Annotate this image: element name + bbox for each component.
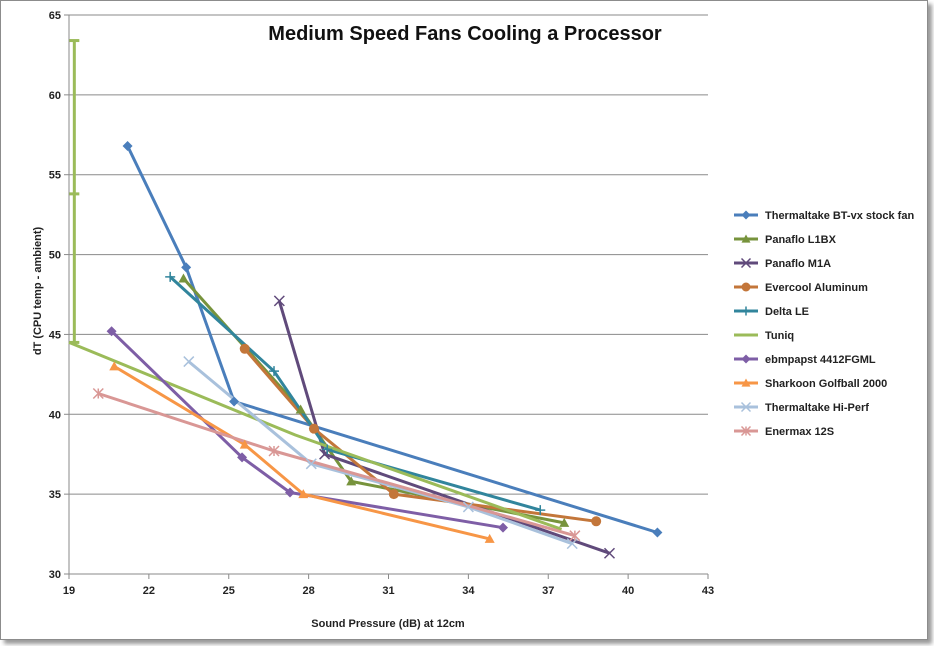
error-bar [69, 39, 80, 344]
data-point-x [183, 356, 195, 368]
data-point-triangle [109, 361, 120, 371]
series-line [187, 360, 573, 546]
legend-item: Thermaltake BT-vx stock fan [734, 210, 914, 222]
x-tick-label: 43 [702, 585, 714, 597]
legend-item: Evercool Aluminum [734, 282, 868, 294]
x-tick-label: 37 [542, 585, 554, 597]
data-point-x [462, 501, 474, 513]
data-point-plus [535, 505, 546, 516]
y-tick-label: 30 [49, 569, 61, 581]
series-line [68, 341, 563, 531]
y-axis-label: dT (CPU temp - ambient) [32, 227, 44, 356]
data-point-triangle [178, 273, 189, 283]
data-point-diamond [106, 326, 117, 337]
data-point-x [603, 547, 616, 559]
legend-label: Thermaltake Hi-Perf [765, 402, 869, 414]
legend-item: Tuniq [734, 330, 794, 342]
series-markers [92, 140, 663, 559]
data-point-diamond [122, 140, 133, 151]
line-chart: 19 22 25 28 31 34 37 40 43 30 35 40 45 50 55 60 65 Medi… [32, 10, 914, 630]
data-point-triangle [239, 439, 250, 449]
legend-label: Thermaltake BT-vx stock fan [765, 210, 914, 222]
legend-item: ebmpapst 4412FGML [734, 354, 876, 366]
data-point-triangle [346, 476, 357, 486]
y-tick-label: 35 [49, 489, 61, 501]
data-point-circle [239, 343, 250, 354]
legend-label: Sharkoon Golfball 2000 [765, 378, 887, 390]
data-point-diamond [741, 354, 751, 364]
legend-item: Enermax 12S [734, 425, 834, 438]
data-point-circle [388, 489, 399, 500]
y-tick-label: 40 [49, 409, 61, 421]
x-tick-label: 25 [223, 585, 235, 597]
data-point-triangle [484, 533, 495, 543]
legend-label: Panaflo L1BX [765, 234, 837, 246]
x-tick-label: 34 [462, 585, 475, 597]
data-point-triangle [559, 517, 570, 527]
chart-title: Medium Speed Fans Cooling a Processor [268, 23, 662, 45]
legend-label: Evercool Aluminum [765, 282, 868, 294]
series-line [110, 330, 504, 530]
series-line [243, 347, 597, 523]
data-point-star [268, 445, 280, 457]
data-point-diamond [229, 396, 240, 407]
data-point-plus [322, 444, 333, 455]
data-point-triangle [298, 489, 309, 499]
x-axis-label: Sound Pressure (dB) at 12cm [311, 618, 465, 630]
data-point-x [740, 401, 752, 413]
data-point-star [92, 387, 104, 400]
data-point-x [740, 257, 752, 269]
data-point-circle [741, 282, 751, 292]
data-point-diamond [284, 487, 295, 498]
legend-item: Delta LE [734, 306, 809, 318]
y-tick-label: 45 [49, 329, 61, 341]
data-point-plus [269, 366, 280, 377]
data-point-star [569, 530, 581, 542]
data-point-diamond [237, 452, 248, 463]
y-tick-label: 65 [49, 10, 61, 22]
data-point-plus [165, 271, 176, 282]
data-point-diamond [181, 262, 192, 273]
data-point-diamond [741, 210, 751, 220]
y-tick-label: 55 [49, 170, 61, 182]
legend: Thermaltake BT-vx stock fan Panaflo L1BX P… [734, 210, 914, 438]
axes [64, 14, 709, 579]
data-point-circle [308, 423, 319, 434]
x-tick-label: 19 [63, 585, 75, 597]
series-line [113, 365, 491, 541]
gridlines [69, 14, 708, 575]
legend-item: Sharkoon Golfball 2000 [734, 378, 887, 390]
data-point-triangle [295, 404, 306, 414]
legend-item: Panaflo M1A [734, 257, 831, 270]
y-tick-label: 50 [49, 250, 61, 262]
y-tick-labels: 30 35 40 45 50 55 60 65 [49, 10, 61, 581]
legend-item: Thermaltake Hi-Perf [734, 401, 869, 414]
data-point-triangle [741, 234, 751, 243]
legend-label: Panaflo M1A [765, 258, 831, 270]
x-tick-label: 28 [303, 585, 315, 597]
legend-label: Enermax 12S [765, 426, 834, 438]
x-tick-label: 31 [382, 585, 394, 597]
data-point-triangle [741, 378, 751, 387]
legend-item: Panaflo L1BX [734, 234, 837, 246]
x-tick-labels: 19 22 25 28 31 34 37 40 43 [63, 585, 714, 597]
data-point-x [273, 295, 285, 307]
data-point-plus [741, 306, 751, 316]
series-line [97, 392, 576, 538]
data-point-diamond [497, 522, 508, 533]
legend-label: ebmpapst 4412FGML [765, 354, 876, 366]
x-tick-label: 40 [622, 585, 634, 597]
series-line [126, 145, 658, 534]
legend-label: Delta LE [765, 306, 809, 318]
data-point-star [740, 425, 752, 437]
x-tick-label: 22 [143, 585, 155, 597]
data-point-x [305, 458, 317, 470]
data-point-circle [591, 516, 602, 527]
data-point-diamond [652, 527, 663, 538]
series-lines [68, 145, 658, 555]
y-tick-label: 60 [49, 90, 61, 102]
legend-label: Tuniq [765, 330, 794, 342]
